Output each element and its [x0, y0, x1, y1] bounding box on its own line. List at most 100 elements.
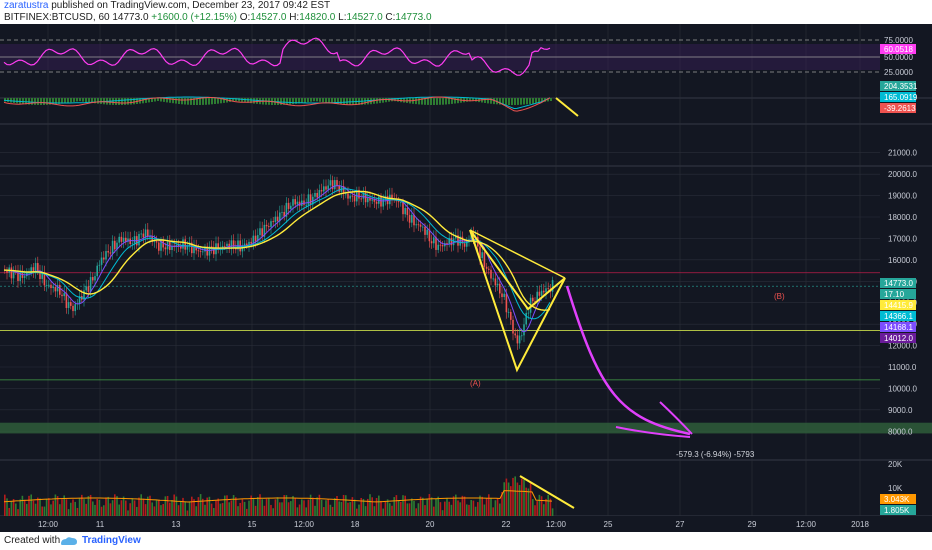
volume-bar [518, 485, 521, 516]
volume-bar [353, 499, 356, 516]
macd-histogram-bar [541, 98, 543, 103]
macd-histogram-bar [130, 98, 132, 105]
candle-body [120, 236, 123, 242]
candle-body [338, 185, 340, 192]
moving-average-line [3, 185, 551, 333]
candle-body [329, 180, 332, 186]
volume-bar [39, 498, 41, 516]
macd-histogram-bar [193, 98, 195, 105]
macd-histogram-bar [100, 98, 102, 104]
candle-body [50, 284, 52, 289]
candle-body [125, 237, 127, 242]
candle-body [551, 280, 554, 292]
candle-body [309, 194, 312, 205]
author-link[interactable]: zaratustra [4, 0, 49, 11]
drawings[interactable]: (A) (B) -579.3 (-6.94%) -5793 [469, 97, 785, 509]
candle-body [483, 252, 486, 267]
volume-bar [512, 477, 514, 516]
macd-histogram-bar [430, 98, 432, 105]
volume-bar [419, 496, 422, 516]
time-tick-label: 15 [248, 520, 257, 529]
volume-bar [450, 504, 453, 516]
macd-histogram-bar [397, 98, 399, 102]
macd-histogram-bar [436, 98, 438, 105]
macd-histogram-bar [7, 98, 9, 103]
macd-histogram-bar [94, 98, 96, 104]
candle-body [107, 251, 109, 253]
volume-bar [257, 497, 259, 516]
volume-bar [393, 497, 395, 516]
macd-histogram-bar [205, 98, 207, 105]
macd-histogram-bar [523, 98, 525, 105]
macd-histogram-bar [526, 98, 528, 105]
candle-body [514, 333, 516, 336]
candle-body [371, 199, 373, 201]
ohlc-line: BITFINEX:BTCUSD, 60 14773.0 +1600.0 (+12… [4, 12, 432, 24]
candle-body [510, 311, 512, 320]
close-value: 14773.0 [395, 12, 432, 23]
volume-bar [208, 496, 211, 516]
volume-bar [125, 500, 127, 516]
volume-bar [109, 503, 112, 516]
volume-bar [122, 496, 125, 516]
price-tick-label: 21000.0 [888, 149, 917, 158]
volume-bar [287, 502, 290, 516]
chart-svg[interactable]: (A) (B) -579.3 (-6.94%) -5793 21000.0 20000… [0, 24, 932, 532]
last-price: 14773.0 [112, 12, 149, 23]
chart-canvas[interactable]: (A) (B) -579.3 (-6.94%) -5793 21000.0 20000… [0, 24, 932, 532]
candle-body [512, 319, 514, 334]
volume-bar [402, 495, 404, 516]
volume-bar [375, 497, 378, 516]
volume-bar [107, 496, 109, 516]
tradingview-brand[interactable]: TradingView [82, 535, 141, 546]
volume-bar [391, 505, 393, 516]
macd-histogram-bar [379, 98, 381, 104]
candle-body [276, 216, 279, 222]
volume-bar [314, 505, 316, 516]
volume-bar [505, 478, 508, 516]
volume-bar [342, 494, 345, 516]
candle-body [362, 192, 365, 199]
candle-body [210, 246, 213, 248]
volume-bar [239, 502, 241, 516]
volume-bar [334, 498, 336, 516]
volume-bar [151, 502, 153, 516]
macd-histogram-bar [490, 98, 492, 104]
volume-bar [367, 498, 369, 516]
volume-bar [8, 507, 10, 516]
volume-bar [323, 507, 325, 516]
candle-body [59, 284, 61, 295]
macd-histogram-bar [34, 98, 36, 105]
volume-bar [254, 505, 257, 516]
rsi-pane [0, 37, 880, 76]
macd-histogram-bar [382, 98, 384, 103]
candle-body [274, 216, 277, 223]
candle-body [435, 237, 437, 250]
volume-bar [235, 497, 237, 516]
volume-bar [356, 508, 358, 516]
volume-bar [536, 501, 538, 516]
volume-bar [136, 506, 138, 516]
macd-histogram-bar [85, 98, 87, 102]
candle-body [455, 235, 457, 239]
candle-body [140, 233, 142, 235]
candle-body [111, 240, 114, 254]
volume-bar [389, 503, 391, 516]
volume-bar [21, 495, 24, 516]
candle-body [292, 199, 294, 206]
macd-histogram-bar [25, 98, 27, 105]
candle-body [400, 202, 402, 203]
candle-body [153, 241, 156, 242]
volume-bar [320, 499, 323, 516]
macd-histogram-bar [82, 98, 84, 102]
macd-histogram-bar [118, 98, 120, 105]
macd-histogram-bar [313, 98, 315, 102]
volume-bar [34, 503, 37, 516]
volume-bar [408, 503, 411, 516]
macd-histogram-bar [448, 98, 450, 105]
volume-bar [171, 500, 173, 516]
macd-histogram-bar [64, 98, 66, 104]
macd-histogram-bar [97, 98, 99, 104]
volume-bar [164, 496, 167, 516]
volume-bar [45, 498, 48, 516]
